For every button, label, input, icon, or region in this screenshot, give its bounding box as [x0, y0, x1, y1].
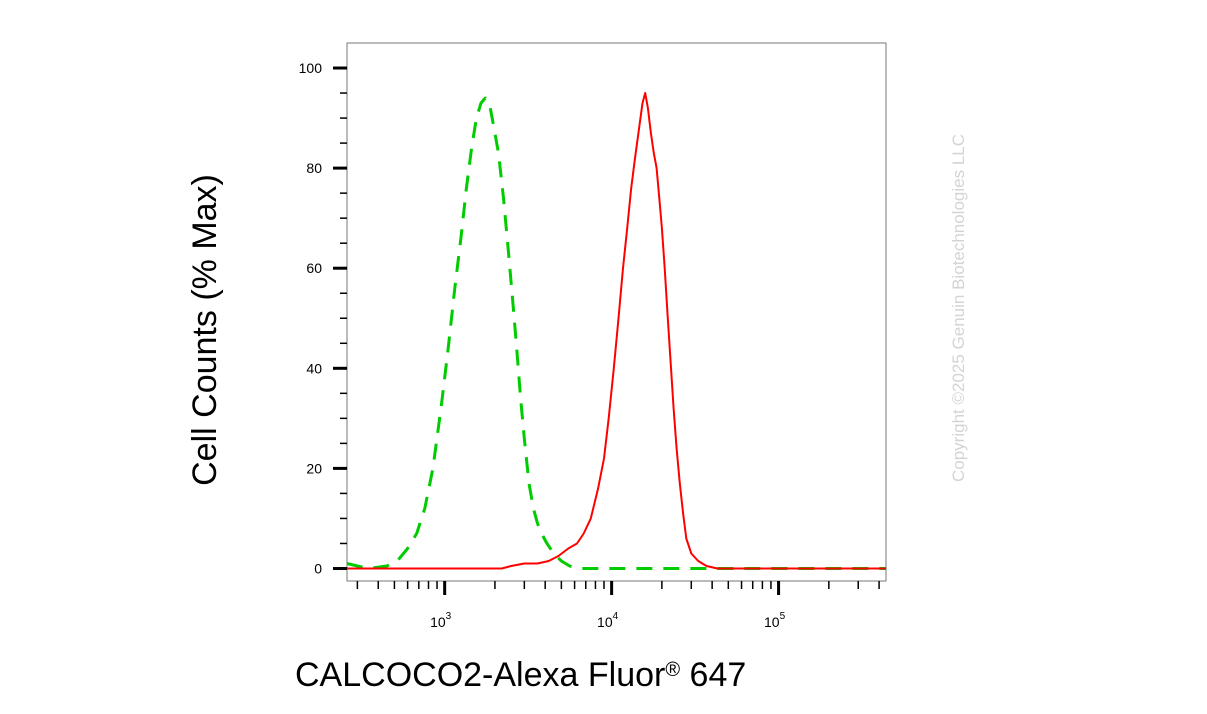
x-tick-exponent: 3	[446, 611, 452, 622]
x-axis-title-registered-mark: ®	[665, 659, 680, 681]
x-axis: 103 104 105	[356, 581, 880, 630]
red-solid-histogram-line	[347, 92, 886, 570]
green-dashed-histogram-line	[346, 96, 886, 570]
y-tick-label: 0	[314, 560, 322, 576]
x-tick-exponent: 4	[613, 611, 619, 622]
x-tick-base: 10	[764, 614, 780, 630]
x-tick-base: 10	[430, 614, 446, 630]
y-axis: 0 20 40 60 80 100	[299, 60, 347, 576]
x-tick-base: 10	[597, 614, 613, 630]
x-tick-exponent: 5	[780, 611, 786, 622]
y-tick-label: 40	[306, 360, 322, 376]
plot-frame	[346, 42, 887, 582]
x-axis-title-suffix: 647	[680, 656, 746, 694]
y-tick-label: 20	[306, 460, 322, 476]
y-axis-title: Cell Counts (% Max)	[186, 174, 224, 486]
y-tick-label: 100	[299, 60, 323, 76]
y-tick-label: 60	[306, 260, 322, 276]
x-axis-title-main: CALCOCO2-Alexa Fluor	[295, 656, 665, 694]
x-axis-title: CALCOCO2-Alexa Fluor® 647	[295, 656, 746, 694]
copyright-watermark: Copyright ©2025 Genuin Biotechnologies L…	[949, 134, 968, 482]
x-tick-label: 103	[430, 611, 452, 630]
x-tick-label: 104	[597, 611, 619, 630]
y-tick-label: 80	[306, 160, 322, 176]
series-layer	[346, 92, 886, 570]
x-tick-label: 105	[764, 611, 786, 630]
